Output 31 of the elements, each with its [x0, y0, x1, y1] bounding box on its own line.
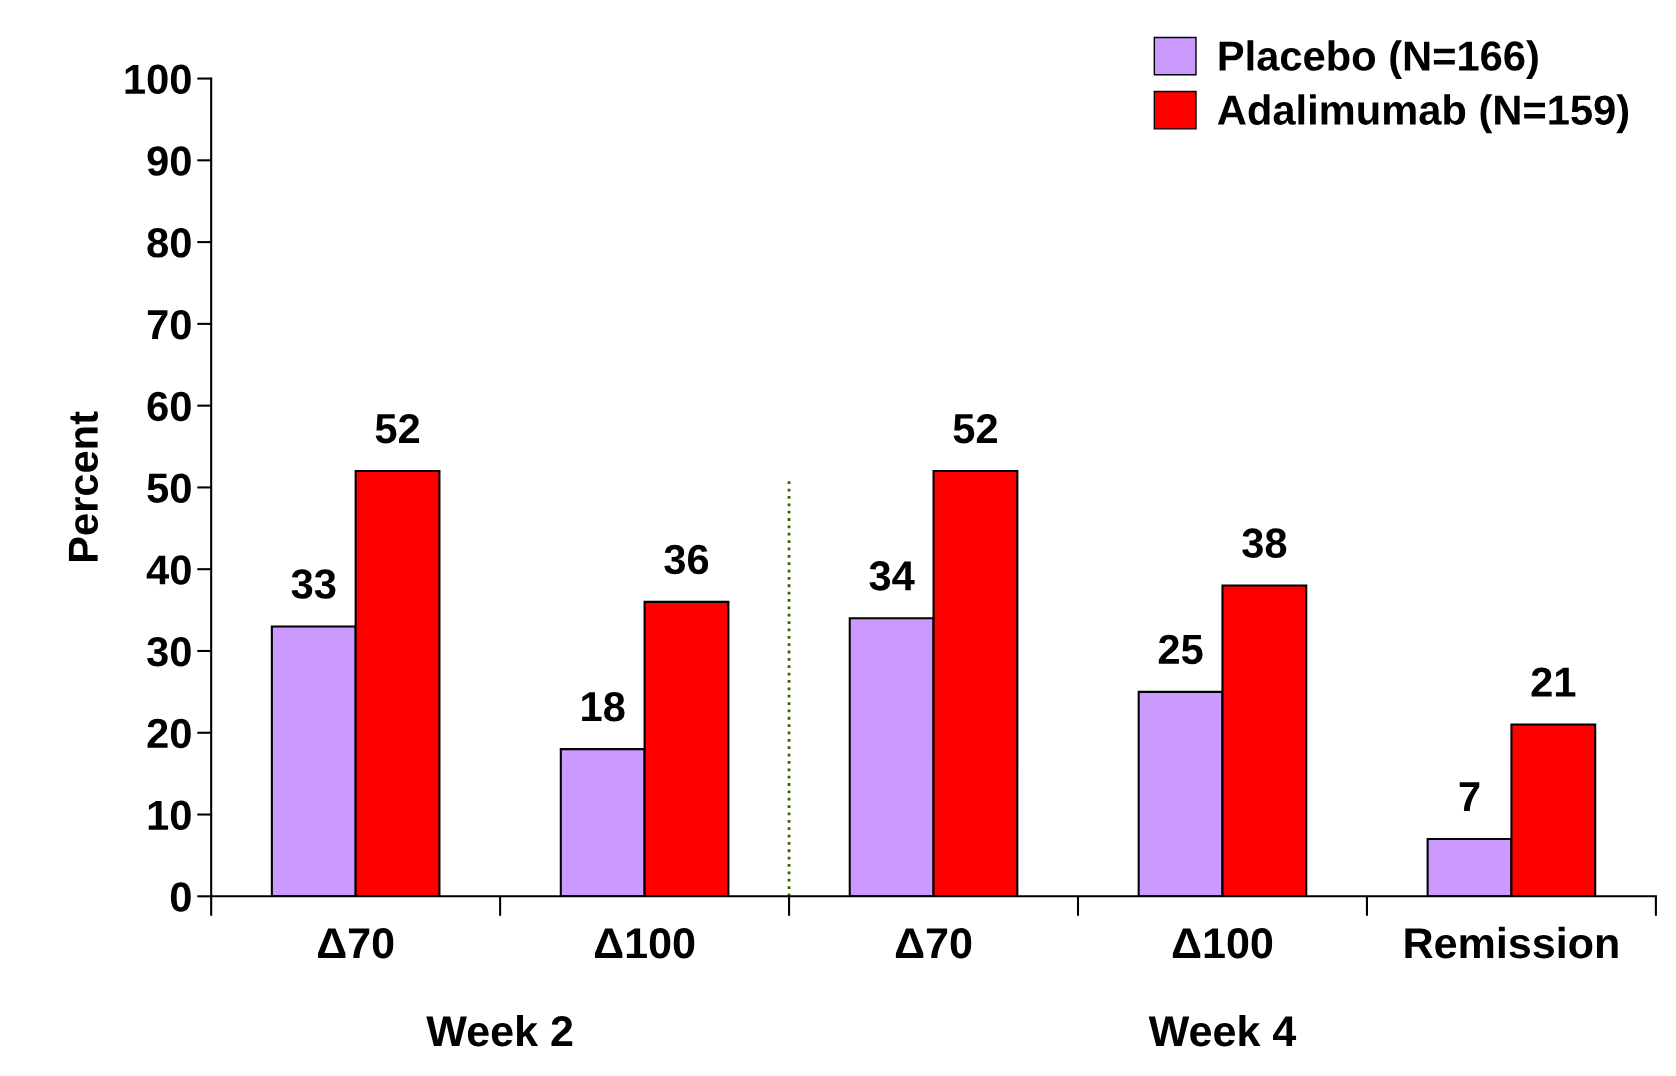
data-label: 52	[953, 413, 997, 444]
y-axis-title: Percent	[68, 411, 99, 562]
x-tick-label: Δ100	[594, 928, 695, 959]
legend-label: Placebo (N=166)	[1219, 40, 1538, 80]
data-label: 7	[1459, 782, 1480, 811]
y-tick-label: 0	[170, 882, 191, 912]
text: Week 2	[426, 1014, 573, 1047]
y-tick-label: 80	[147, 228, 191, 258]
data-label: 18	[582, 691, 625, 722]
y-tick-label: 70	[147, 309, 191, 340]
data-label: 21	[1531, 667, 1576, 697]
x-tick-label: Δ70	[895, 928, 972, 959]
y-tick-label: 30	[147, 636, 191, 667]
data-label: 34	[869, 561, 915, 591]
x-tick-label: Δ70	[317, 928, 394, 959]
data-label: 25	[1158, 634, 1203, 665]
y-tick-label: 20	[147, 718, 191, 749]
data-label: 38	[1242, 528, 1287, 558]
x-tick-label: Δ100	[1172, 928, 1273, 959]
legend-label: Adalimumab (N=159)	[1217, 94, 1629, 134]
x-tick-label: Remission	[1405, 926, 1618, 959]
y-tick-label: 40	[146, 555, 191, 585]
y-tick-label: 90	[147, 146, 191, 176]
y-tick-label: 10	[148, 800, 191, 831]
data-label: 36	[664, 544, 709, 575]
y-tick-label: 100	[125, 64, 191, 95]
data-label: 33	[291, 569, 336, 599]
text: Week 4	[1148, 1014, 1297, 1047]
data-label: 52	[375, 413, 420, 444]
y-tick-label: 50	[147, 473, 191, 503]
y-tick-label: 60	[147, 391, 191, 422]
